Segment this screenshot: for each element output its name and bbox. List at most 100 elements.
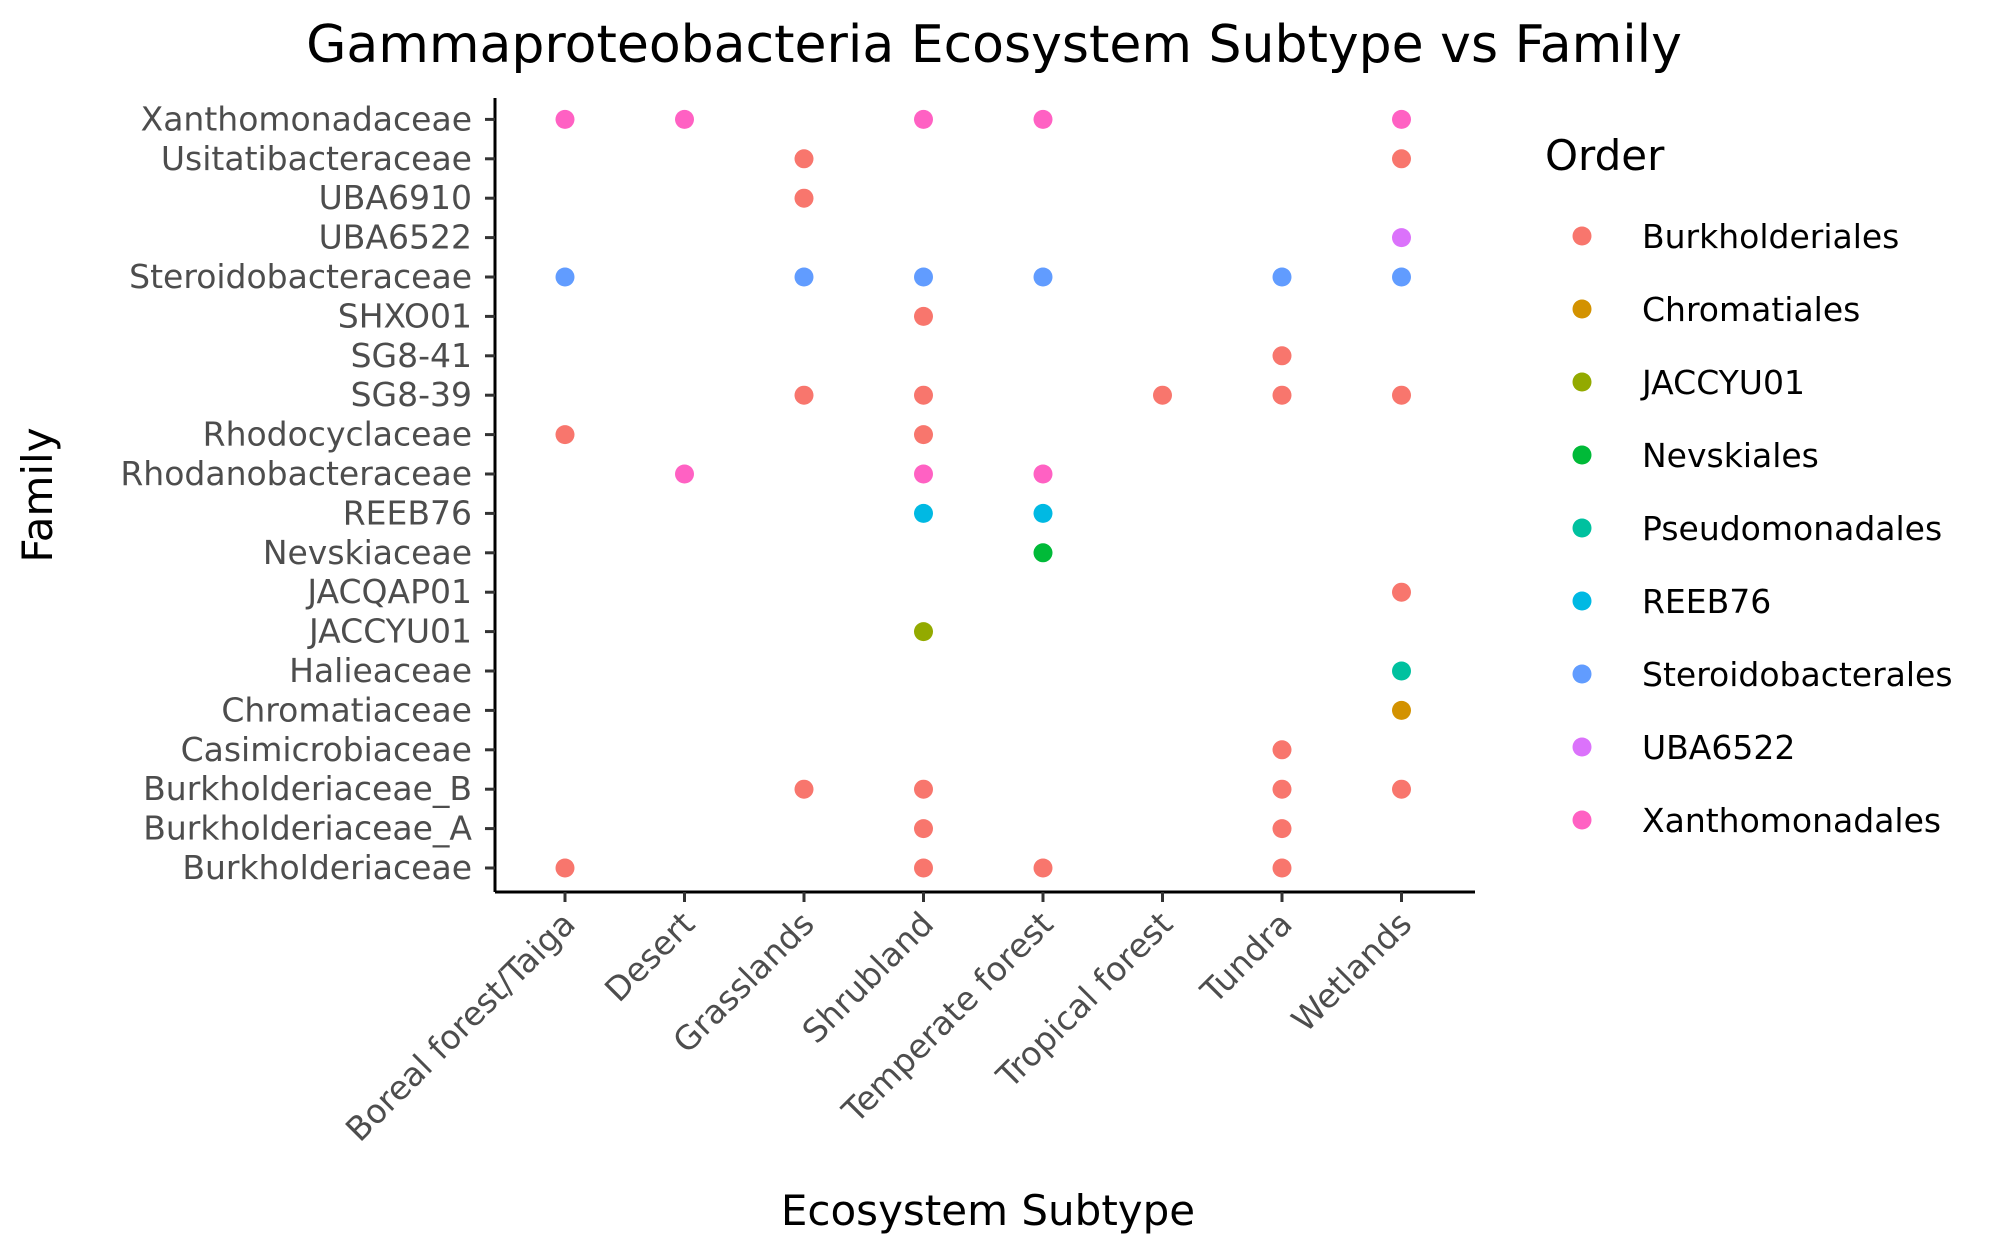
data-point bbox=[914, 425, 933, 445]
data-point bbox=[914, 779, 933, 799]
data-point bbox=[914, 858, 933, 878]
legend-key bbox=[1572, 299, 1592, 319]
data-point bbox=[914, 109, 933, 129]
data-point bbox=[1392, 385, 1411, 405]
x-tick-label: Boreal forest/Taiga bbox=[338, 904, 583, 1149]
legend-key bbox=[1572, 518, 1592, 538]
y-tick-label: Casimicrobiaceae bbox=[181, 730, 472, 769]
data-point bbox=[675, 109, 694, 129]
y-tick-label: Burkholderiaceae_A bbox=[143, 809, 472, 848]
data-point bbox=[1392, 779, 1411, 799]
data-point bbox=[794, 779, 814, 799]
y-tick-label: Rhodocyclaceae bbox=[203, 415, 472, 454]
data-point bbox=[914, 503, 933, 523]
legend-label: Burkholderiales bbox=[1642, 217, 1899, 256]
series-pseudomonadales bbox=[1392, 661, 1411, 681]
data-point bbox=[1033, 109, 1053, 129]
data-point bbox=[1392, 109, 1411, 129]
legend-key bbox=[1572, 810, 1592, 830]
chart-title: Gammaproteobacteria Ecosystem Subtype vs… bbox=[306, 15, 1682, 75]
y-axis-title: Family bbox=[13, 427, 62, 562]
y-tick-label: Steroidobacteraceae bbox=[129, 257, 472, 296]
legend-key bbox=[1572, 737, 1592, 757]
y-tick-label: JACQAP01 bbox=[305, 572, 472, 611]
series-steroidobacterales bbox=[555, 267, 1411, 287]
legend-key bbox=[1572, 445, 1592, 465]
data-point bbox=[1392, 228, 1411, 248]
data-point bbox=[1153, 385, 1172, 405]
plot-area bbox=[555, 109, 1411, 878]
series-reeb76 bbox=[914, 503, 1053, 523]
data-point bbox=[794, 149, 814, 169]
data-point bbox=[1033, 543, 1053, 563]
legend-label: Nevskiales bbox=[1642, 436, 1819, 475]
data-point bbox=[1392, 582, 1411, 602]
series-jaccyu01 bbox=[914, 622, 933, 642]
y-tick-label: Rhodanobacteraceae bbox=[120, 454, 472, 493]
data-point bbox=[914, 464, 933, 484]
legend-label: Steroidobacterales bbox=[1642, 655, 1953, 694]
legend-label: Xanthomonadales bbox=[1642, 801, 1941, 840]
data-point bbox=[1033, 858, 1053, 878]
data-point bbox=[794, 267, 814, 287]
data-point bbox=[1033, 503, 1053, 523]
y-tick-label: SG8-39 bbox=[351, 375, 472, 414]
y-tick-label: Burkholderiaceae bbox=[182, 848, 472, 887]
data-point bbox=[1272, 267, 1292, 287]
y-tick-label: Burkholderiaceae_B bbox=[143, 769, 472, 808]
legend-title: Order bbox=[1545, 131, 1665, 180]
data-point bbox=[555, 267, 575, 287]
y-tick-label: Halieaceae bbox=[289, 651, 472, 690]
legend-items: Burkholderiales Chromatiales JACCYU01 Nevsk… bbox=[1572, 217, 1953, 840]
data-point bbox=[914, 819, 933, 839]
series-nevskiales bbox=[1033, 543, 1053, 563]
data-point bbox=[1272, 779, 1292, 799]
data-point bbox=[1392, 700, 1411, 720]
x-tick-label: Temperate forest bbox=[834, 904, 1061, 1131]
data-point bbox=[1272, 819, 1292, 839]
data-point bbox=[555, 109, 575, 129]
legend-key bbox=[1572, 372, 1592, 392]
x-axis-ticks: Boreal forest/Taiga DesertGrasslandsShrub… bbox=[338, 892, 1419, 1149]
data-point bbox=[1033, 464, 1053, 484]
y-tick-label: SHXO01 bbox=[338, 296, 472, 335]
legend-label: Chromatiales bbox=[1642, 290, 1860, 329]
legend-label: REEB76 bbox=[1642, 582, 1771, 621]
y-tick-label: UBA6522 bbox=[319, 218, 472, 257]
data-point bbox=[794, 188, 814, 208]
y-tick-label: UBA6910 bbox=[319, 178, 472, 217]
series-chromatiales bbox=[1392, 700, 1411, 720]
data-point bbox=[555, 858, 575, 878]
data-point bbox=[1392, 149, 1411, 169]
data-point bbox=[675, 464, 694, 484]
legend-label: UBA6522 bbox=[1642, 728, 1795, 767]
y-tick-label: Xanthomonadaceae bbox=[141, 99, 472, 138]
data-point bbox=[914, 385, 933, 405]
y-axis-ticks: BurkholderiaceaeBurkholderiaceae_ABurkho… bbox=[120, 99, 495, 887]
y-tick-label: Nevskiaceae bbox=[263, 533, 472, 572]
legend-key bbox=[1572, 664, 1592, 684]
data-point bbox=[1392, 267, 1411, 287]
data-point bbox=[914, 622, 933, 642]
y-tick-label: Chromatiaceae bbox=[221, 690, 472, 729]
legend-key bbox=[1572, 226, 1592, 246]
data-point bbox=[555, 425, 575, 445]
series-uba6522 bbox=[1392, 228, 1411, 248]
data-point bbox=[1033, 267, 1053, 287]
data-point bbox=[1272, 346, 1292, 366]
y-tick-label: REEB76 bbox=[343, 493, 472, 532]
legend-label: JACCYU01 bbox=[1640, 363, 1805, 402]
data-point bbox=[914, 306, 933, 326]
x-tick-label: Tundra bbox=[1192, 904, 1299, 1011]
data-point bbox=[914, 267, 933, 287]
legend: Order Burkholderiales Chromatiales JACCYU0… bbox=[1545, 131, 1953, 840]
x-axis-title: Ecosystem Subtype bbox=[781, 1186, 1195, 1235]
series-xanthomonadales bbox=[555, 109, 1411, 484]
x-tick-label: Desert bbox=[597, 904, 702, 1009]
legend-label: Pseudomonadales bbox=[1642, 509, 1942, 548]
data-point bbox=[1272, 385, 1292, 405]
x-tick-label: Wetlands bbox=[1284, 904, 1419, 1039]
data-point bbox=[794, 385, 814, 405]
